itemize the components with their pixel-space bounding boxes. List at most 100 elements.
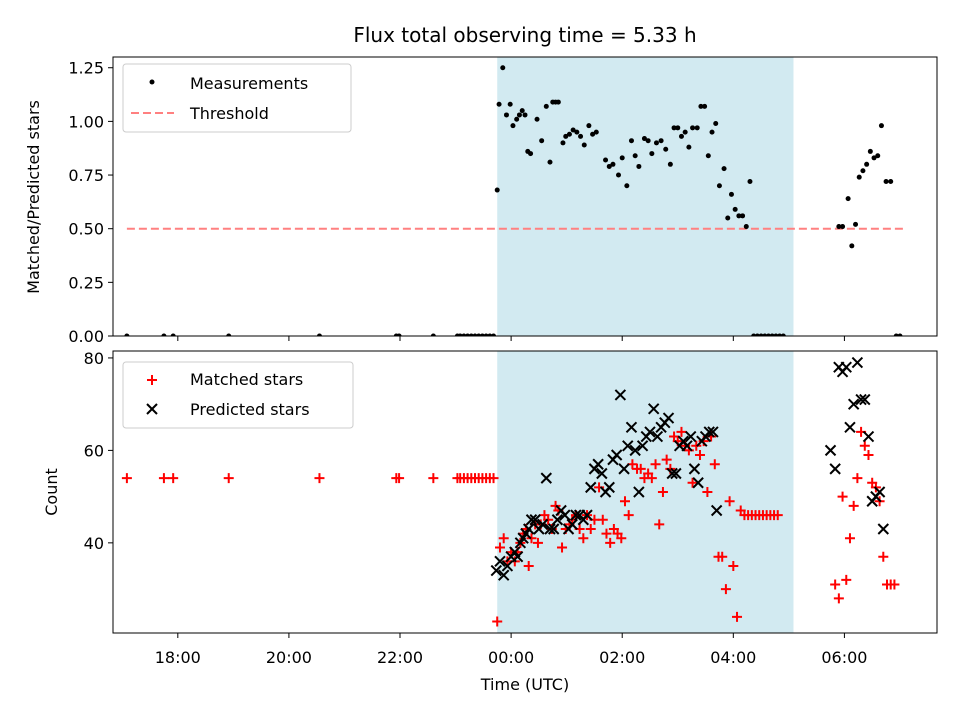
predicted-star-point [685,430,697,443]
measurement-point [702,103,708,109]
y-tick-label: 0.75 [68,166,104,185]
observing-window-shade [497,57,794,336]
matched-star-point [616,533,627,544]
measurement-point [632,153,638,159]
predicted-star-point [651,430,664,443]
predicted-star-point [681,440,693,452]
predicted-star-point [614,389,627,401]
x-tick-label: 06:00 [821,648,867,667]
measurement-point [396,333,402,336]
measurement-point [751,333,757,336]
measurement-point [878,123,884,129]
matched-star-point [498,533,509,544]
measurement-point [754,333,760,336]
measurement-point [732,206,738,212]
matched-star-point [720,584,731,595]
x-tick-label: 20:00 [266,648,312,667]
measurement-point [864,161,870,167]
y-tick-label: 1.25 [68,59,104,78]
matched-star-point [676,426,687,437]
measurement-point [867,148,873,154]
measurement-point [671,125,677,131]
measurement-point [619,155,625,161]
measurement-point [736,213,742,219]
predicted-star-point [847,398,860,410]
matched-star-point [394,473,405,484]
measurement-point [897,333,903,336]
matched-star-point [844,533,855,544]
predicted-star-point [536,518,549,531]
measurement-point [496,101,502,107]
predicted-star-point [703,426,715,438]
matched-star-point [830,579,841,590]
predicted-star-point [666,467,678,480]
matched-star-point [691,440,702,451]
predicted-star-point [566,518,578,531]
matched-star-point [889,579,900,590]
measurement-point [765,333,771,336]
measurement-point [740,213,746,219]
matched-star-point [158,473,169,484]
measurement-point [769,333,775,336]
measurement-point [560,140,566,146]
matched-star-point [859,440,870,451]
legend-predicted-marker [146,403,158,415]
measurement-point [893,333,899,336]
predicted-star-point [647,403,660,415]
x-tick-label: 18:00 [155,648,201,667]
matched-star-point [837,491,848,502]
measurement-point [539,138,545,144]
top-y-axis-label: Matched/Predicted stars [24,100,43,294]
measurement-point [694,125,700,131]
measurement-point [616,172,622,178]
measurement-point [721,166,727,172]
measurement-point [705,153,711,159]
predicted-star-point [644,426,656,438]
matched-star-point [601,528,612,539]
bottom-panel: 40 60 80 18:00 20:00 22:00 00:00 02:00 04:00 06:0… [84,349,938,667]
matched-star-point [709,459,720,470]
measurement-point [762,333,768,336]
predicted-star-point [844,421,856,433]
measurement-point [465,333,471,336]
predicted-star-point [851,356,864,369]
predicted-star-point [610,449,623,461]
axes-frame [112,56,938,337]
measurement-point [566,131,572,137]
matched-star-point [597,514,608,525]
measurement-point [636,163,642,169]
measurement-point [124,333,130,336]
predicted-star-point [688,463,701,475]
measurement-point [522,112,528,118]
matched-star-point [428,473,439,484]
predicted-star-point [596,467,608,480]
x-tick-label: 04:00 [710,648,756,667]
x-tick-label: 00:00 [488,648,534,667]
measurement-point [226,333,232,336]
matched-star-point [314,473,325,484]
measurement-point [686,144,692,150]
measurement-point [716,183,722,189]
matched-star-point [646,473,657,484]
measurement-point [578,133,584,139]
predicted-star-point [622,440,634,452]
measurement-point [430,333,436,336]
measurement-point [487,333,493,336]
predicted-star-point [625,421,638,433]
x-tick-label: 22:00 [377,648,423,667]
predicted-star-point [540,472,553,484]
measurement-point [590,131,596,137]
measurement-point [610,161,616,167]
measurement-point [888,178,894,184]
measurement-point [519,108,525,114]
matched-star-point [585,523,596,534]
measurement-point [675,125,681,131]
matched-star-point [223,473,234,484]
measurement-point [494,187,500,193]
measurement-point [713,121,719,127]
measurement-point [514,116,520,122]
measurement-point [483,333,489,336]
predicted-star-point [490,564,503,577]
measurement-point [603,157,609,163]
y-tick-label: 60 [84,441,104,460]
